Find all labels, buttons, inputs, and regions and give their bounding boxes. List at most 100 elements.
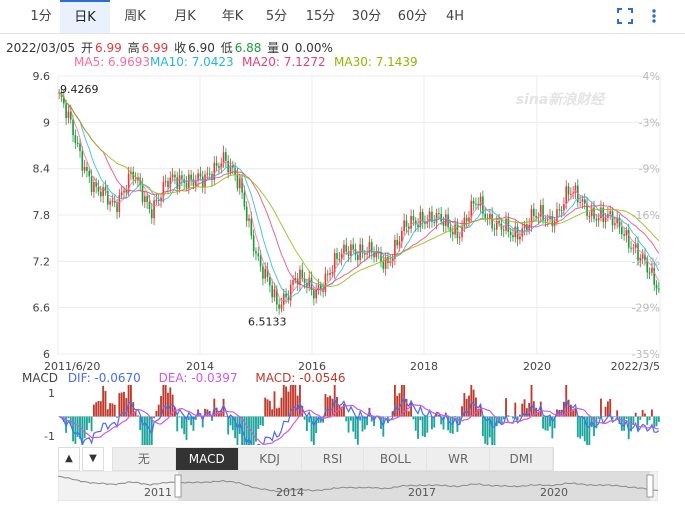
candle-body bbox=[252, 235, 255, 252]
candle-body bbox=[301, 269, 304, 279]
candle-body bbox=[417, 224, 419, 228]
navigator-year-label: 2017 bbox=[408, 486, 436, 499]
candle-body bbox=[648, 272, 651, 274]
up-arrow-icon: ▲ bbox=[65, 453, 73, 464]
candle-body bbox=[600, 207, 602, 219]
indicator-button-3[interactable]: RSI bbox=[302, 448, 365, 470]
zoom-in-arrow[interactable]: ▲ bbox=[58, 447, 80, 471]
kline-chart[interactable]: 9.6 4%9 -3%8.4 -9%7.8 -16%7.2 -22%6.6 -29%6 -35… bbox=[0, 68, 685, 374]
zoom-out-arrow[interactable]: ▼ bbox=[82, 447, 104, 471]
candle-body bbox=[590, 207, 593, 217]
tab-4[interactable]: 年K bbox=[221, 9, 244, 24]
indicator-button-4[interactable]: BOLL bbox=[364, 448, 428, 470]
candle-body bbox=[206, 173, 209, 175]
candle-body bbox=[232, 165, 234, 168]
y-tick-label: 9 bbox=[43, 116, 50, 129]
candle-body bbox=[354, 249, 357, 255]
candle-body bbox=[236, 174, 239, 189]
candle-body bbox=[90, 176, 93, 193]
candle-body bbox=[123, 190, 125, 193]
candle-body bbox=[146, 196, 148, 203]
candle-body bbox=[120, 192, 123, 196]
candle-body bbox=[521, 228, 524, 237]
dea-label: DEA: -0.0397 bbox=[158, 371, 238, 385]
more-vertical-icon[interactable] bbox=[646, 8, 662, 24]
candle-body bbox=[333, 253, 336, 272]
tab-6[interactable]: 15分 bbox=[305, 9, 336, 24]
ma10-line bbox=[58, 91, 660, 298]
candle-body bbox=[572, 192, 574, 194]
indicator-button-1[interactable]: MACD bbox=[175, 448, 239, 470]
candle-body bbox=[563, 203, 565, 211]
indicator-button-2[interactable]: KDJ bbox=[239, 448, 302, 470]
tab-7[interactable]: 30分 bbox=[351, 9, 382, 24]
range-navigator[interactable]: 2011 2014 2017 2020 bbox=[58, 471, 658, 501]
candle-body bbox=[512, 235, 514, 238]
candle-body bbox=[620, 227, 623, 235]
right-tick-label: -3% bbox=[639, 116, 660, 129]
candle-body bbox=[363, 253, 366, 255]
y-tick-label: 9.6 bbox=[33, 70, 51, 83]
candle-body bbox=[294, 278, 297, 281]
tab-5[interactable]: 5分 bbox=[265, 9, 288, 24]
vol-value: 0 bbox=[281, 41, 289, 55]
candle-body bbox=[579, 201, 581, 203]
candle-body bbox=[340, 253, 343, 260]
tab-9[interactable]: 4H bbox=[445, 9, 465, 24]
candle-body bbox=[583, 199, 586, 204]
navigator-left-handle[interactable] bbox=[174, 474, 182, 498]
candle-body bbox=[76, 142, 79, 144]
candle-body bbox=[451, 231, 454, 235]
candle-body bbox=[317, 285, 320, 290]
candle-body bbox=[303, 278, 306, 283]
macd-info: MACD DIF: -0.0670 DEA: -0.0397 MACD: -0.… bbox=[22, 371, 346, 385]
candle-body bbox=[208, 173, 211, 175]
candle-body bbox=[271, 285, 273, 298]
tab-2[interactable]: 周K bbox=[124, 9, 146, 24]
candle-body bbox=[185, 182, 188, 188]
candle-body bbox=[113, 200, 116, 203]
tab-1[interactable]: 日K bbox=[60, 0, 110, 33]
tab-3[interactable]: 月K bbox=[174, 9, 196, 24]
candle-body bbox=[227, 160, 229, 173]
candle-body bbox=[72, 119, 74, 136]
candle-body bbox=[655, 284, 658, 289]
candle-body bbox=[604, 217, 607, 222]
candle-body bbox=[97, 186, 100, 192]
x-tick-label: 2022/3/5 bbox=[611, 360, 660, 373]
indicator-button-6[interactable]: DMI bbox=[490, 448, 553, 470]
right-tick-label: 4% bbox=[643, 70, 660, 83]
candle-body bbox=[558, 209, 561, 211]
candle-body bbox=[69, 111, 72, 120]
candle-body bbox=[181, 175, 183, 180]
candle-body bbox=[533, 208, 535, 217]
candle-body bbox=[171, 174, 174, 178]
candle-body bbox=[178, 175, 181, 189]
fullscreen-icon[interactable] bbox=[617, 8, 633, 24]
tab-8[interactable]: 60分 bbox=[397, 9, 428, 24]
navigator-year-label: 2011 bbox=[144, 486, 172, 499]
candle-body bbox=[586, 203, 588, 217]
candle-body bbox=[79, 143, 81, 152]
candle-body bbox=[445, 214, 447, 226]
candle-body bbox=[639, 257, 642, 261]
indicator-button-5[interactable]: WR bbox=[427, 448, 491, 470]
indicator-button-0[interactable]: 无 bbox=[113, 448, 176, 470]
candle-body bbox=[641, 254, 644, 258]
candle-body bbox=[194, 180, 197, 186]
macd-value-label: MACD: -0.0546 bbox=[255, 371, 346, 385]
candle-body bbox=[148, 202, 151, 210]
candle-body bbox=[373, 252, 375, 258]
candle-body bbox=[616, 217, 618, 224]
candle-body bbox=[403, 220, 405, 231]
candle-body bbox=[380, 252, 382, 262]
candle-body bbox=[104, 187, 107, 192]
navigator-right-handle[interactable] bbox=[646, 474, 654, 498]
high-value: 6.99 bbox=[141, 41, 169, 55]
tab-0[interactable]: 1分 bbox=[30, 9, 52, 24]
candle-body bbox=[618, 217, 621, 228]
x-tick-label: 2014 bbox=[186, 360, 214, 373]
candle-body bbox=[65, 103, 67, 119]
candle-body bbox=[289, 284, 292, 301]
macd-chart[interactable]: 1 -1 bbox=[0, 385, 685, 445]
